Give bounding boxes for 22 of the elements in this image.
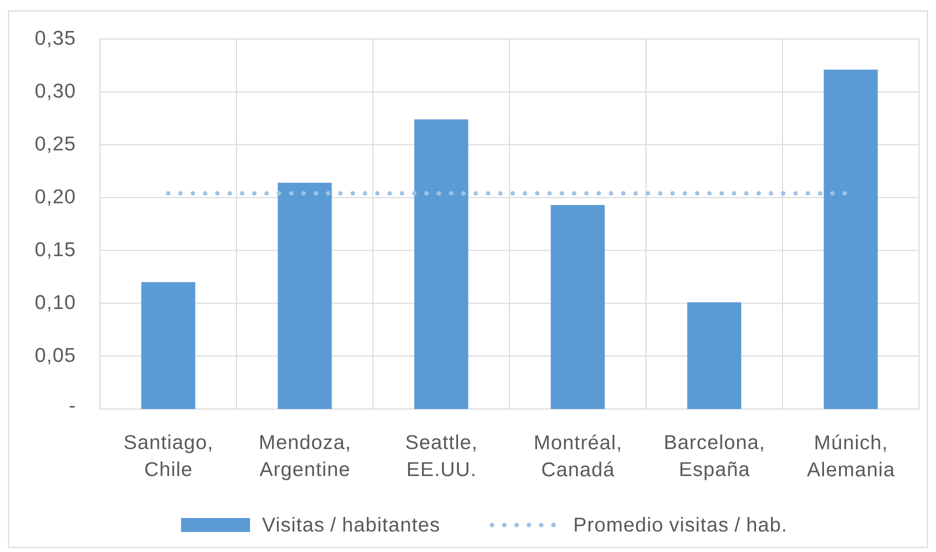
legend-label: Promedio visitas / hab. xyxy=(574,517,786,532)
bar xyxy=(278,182,332,409)
x-tick-label: Montréal, Canadá xyxy=(535,434,620,476)
x-tick-label: Santiago, Chile xyxy=(124,434,212,476)
y-tick-label: 0,25 xyxy=(36,136,75,153)
bar xyxy=(550,204,605,409)
y-tick-label: 0,35 xyxy=(36,30,75,48)
bar xyxy=(687,302,742,409)
y-tick-label: 0,30 xyxy=(36,84,75,100)
y-tick-label: 0,05 xyxy=(36,348,75,364)
bar xyxy=(824,70,878,409)
y-tick-label: 0,10 xyxy=(36,295,75,312)
y-tick-label: 0,15 xyxy=(36,242,75,259)
x-tick-label: Múnich, Alemania xyxy=(806,434,895,476)
x-tick-label: Mendoza, Argentine xyxy=(260,434,350,480)
x-tick-label: Barcelona, España xyxy=(665,434,763,480)
x-tick-label: Seattle, EE.UU. xyxy=(406,434,476,476)
y-tick-label: - xyxy=(70,406,75,408)
y-tick-label: 0,20 xyxy=(36,189,75,206)
legend-label: Visitas / habitantes xyxy=(262,517,439,532)
bar xyxy=(414,119,468,409)
bar xyxy=(141,282,196,409)
